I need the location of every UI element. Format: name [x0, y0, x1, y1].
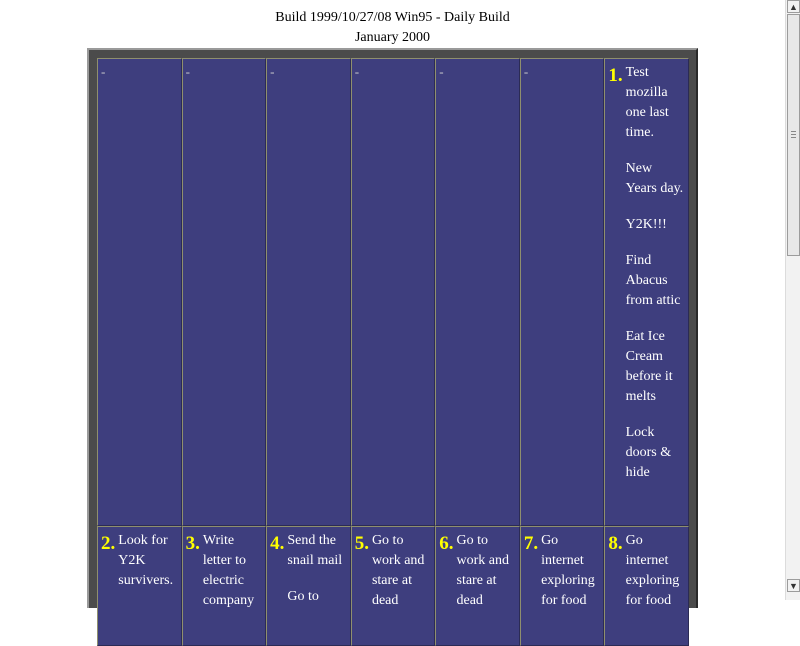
- day-content: 4. Send the snail mail Go to: [270, 531, 348, 623]
- event-item: Go to: [287, 589, 319, 604]
- day-number: 5.: [354, 533, 369, 554]
- event-item: New Years day.: [625, 161, 684, 196]
- empty-day-marker: -: [185, 64, 190, 79]
- empty-day-marker: -: [439, 64, 444, 79]
- event-item: Send the snail mail: [287, 533, 343, 568]
- event-item: Write letter to electric company: [202, 533, 255, 608]
- event-list: Go internet exploring for food: [626, 531, 686, 627]
- day-cell-5: 5. Go to work and stare at dead: [350, 526, 436, 646]
- arrow-up-icon: ▲: [789, 1, 798, 12]
- event-list: Write letter to electric company: [203, 531, 263, 627]
- month-title: January 2000: [354, 30, 431, 45]
- day-number: 4.: [270, 533, 285, 554]
- day-number: 3.: [185, 533, 200, 554]
- day-cell-6: 6. Go to work and stare at dead: [435, 526, 520, 646]
- day-cell-7: 7. Go internet exploring for food: [519, 526, 605, 646]
- empty-day-cell: -: [519, 58, 605, 526]
- build-title: Build 1999/10/27/08 Win95 - Daily Build: [275, 10, 510, 25]
- event-list: Look for Y2K survivers.: [118, 531, 178, 607]
- day-content: 8. Go internet exploring for food: [608, 531, 686, 627]
- day-content: 1. Test mozilla one last time. New Years…: [608, 63, 686, 499]
- day-content: 2. Look for Y2K survivers.: [101, 531, 179, 607]
- empty-day-marker: -: [101, 64, 106, 79]
- day-number: 2.: [101, 533, 116, 554]
- day-content: 5. Go to work and stare at dead: [355, 531, 433, 627]
- day-cell-1: 1. Test mozilla one last time. New Years…: [604, 58, 689, 526]
- event-item: Test mozilla one last time.: [625, 65, 669, 140]
- empty-day-cell: -: [97, 58, 182, 526]
- grip-line-icon: [791, 134, 796, 135]
- event-item: Find Abacus from attic: [625, 253, 681, 308]
- day-content: 3. Write letter to electric company: [186, 531, 264, 627]
- event-item: Go to work and stare at dead: [456, 533, 510, 608]
- empty-day-cell: -: [266, 58, 351, 526]
- event-list: Go to work and stare at dead: [372, 531, 432, 627]
- calendar-grid-area: - - - - - - 1. Test mozilla one last tim…: [97, 58, 689, 646]
- scroll-up-button[interactable]: ▲: [787, 0, 800, 13]
- empty-day-marker: -: [523, 64, 529, 79]
- day-number: 7.: [523, 533, 539, 554]
- event-list: Test mozilla one last time. New Years da…: [626, 63, 686, 499]
- event-item: Go internet exploring for food: [541, 533, 595, 608]
- day-cell-8: 8. Go internet exploring for food: [604, 526, 689, 646]
- day-cell-4: 4. Send the snail mail Go to: [266, 526, 351, 646]
- event-item: Go internet exploring for food: [625, 533, 680, 608]
- day-content: 7. Go internet exploring for food: [524, 531, 602, 627]
- event-item: Look for Y2K survivers.: [118, 533, 174, 588]
- day-number: 1.: [608, 65, 623, 86]
- event-list: Send the snail mail Go to: [287, 531, 347, 623]
- day-cell-2: 2. Look for Y2K survivers.: [97, 526, 182, 646]
- empty-day-cell: -: [181, 58, 267, 526]
- grip-line-icon: [791, 131, 796, 132]
- event-list: Go to work and stare at dead: [457, 531, 517, 627]
- event-item: Lock doors & hide: [625, 425, 672, 480]
- day-cell-3: 3. Write letter to electric company: [181, 526, 267, 646]
- empty-day-cell: -: [350, 58, 436, 526]
- day-number: 6.: [439, 533, 454, 554]
- arrow-down-icon: ▼: [789, 580, 798, 591]
- empty-day-marker: -: [354, 64, 360, 79]
- grip-line-icon: [791, 137, 796, 138]
- day-number: 8.: [608, 533, 623, 554]
- event-item: Y2K!!!: [625, 217, 667, 232]
- calendar-week-row: - - - - - - 1. Test mozilla one last tim…: [97, 58, 689, 526]
- calendar-header: Build 1999/10/27/08 Win95 - Daily Build …: [0, 8, 785, 48]
- calendar-frame: - - - - - - 1. Test mozilla one last tim…: [87, 48, 698, 646]
- event-item: Go to work and stare at dead: [371, 533, 425, 608]
- scroll-down-button[interactable]: ▼: [787, 579, 800, 592]
- empty-day-marker: -: [270, 64, 275, 79]
- calendar-table: - - - - - - 1. Test mozilla one last tim…: [97, 58, 689, 646]
- scroll-thumb[interactable]: [787, 14, 800, 256]
- empty-day-cell: -: [435, 58, 520, 526]
- event-item: Eat Ice Cream before it melts: [625, 329, 673, 404]
- vertical-scrollbar[interactable]: ▲ ▼: [785, 0, 800, 600]
- calendar-week-row: 2. Look for Y2K survivers. 3. Write letter…: [97, 526, 689, 646]
- day-content: 6. Go to work and stare at dead: [439, 531, 517, 627]
- event-list: Go internet exploring for food: [541, 531, 601, 627]
